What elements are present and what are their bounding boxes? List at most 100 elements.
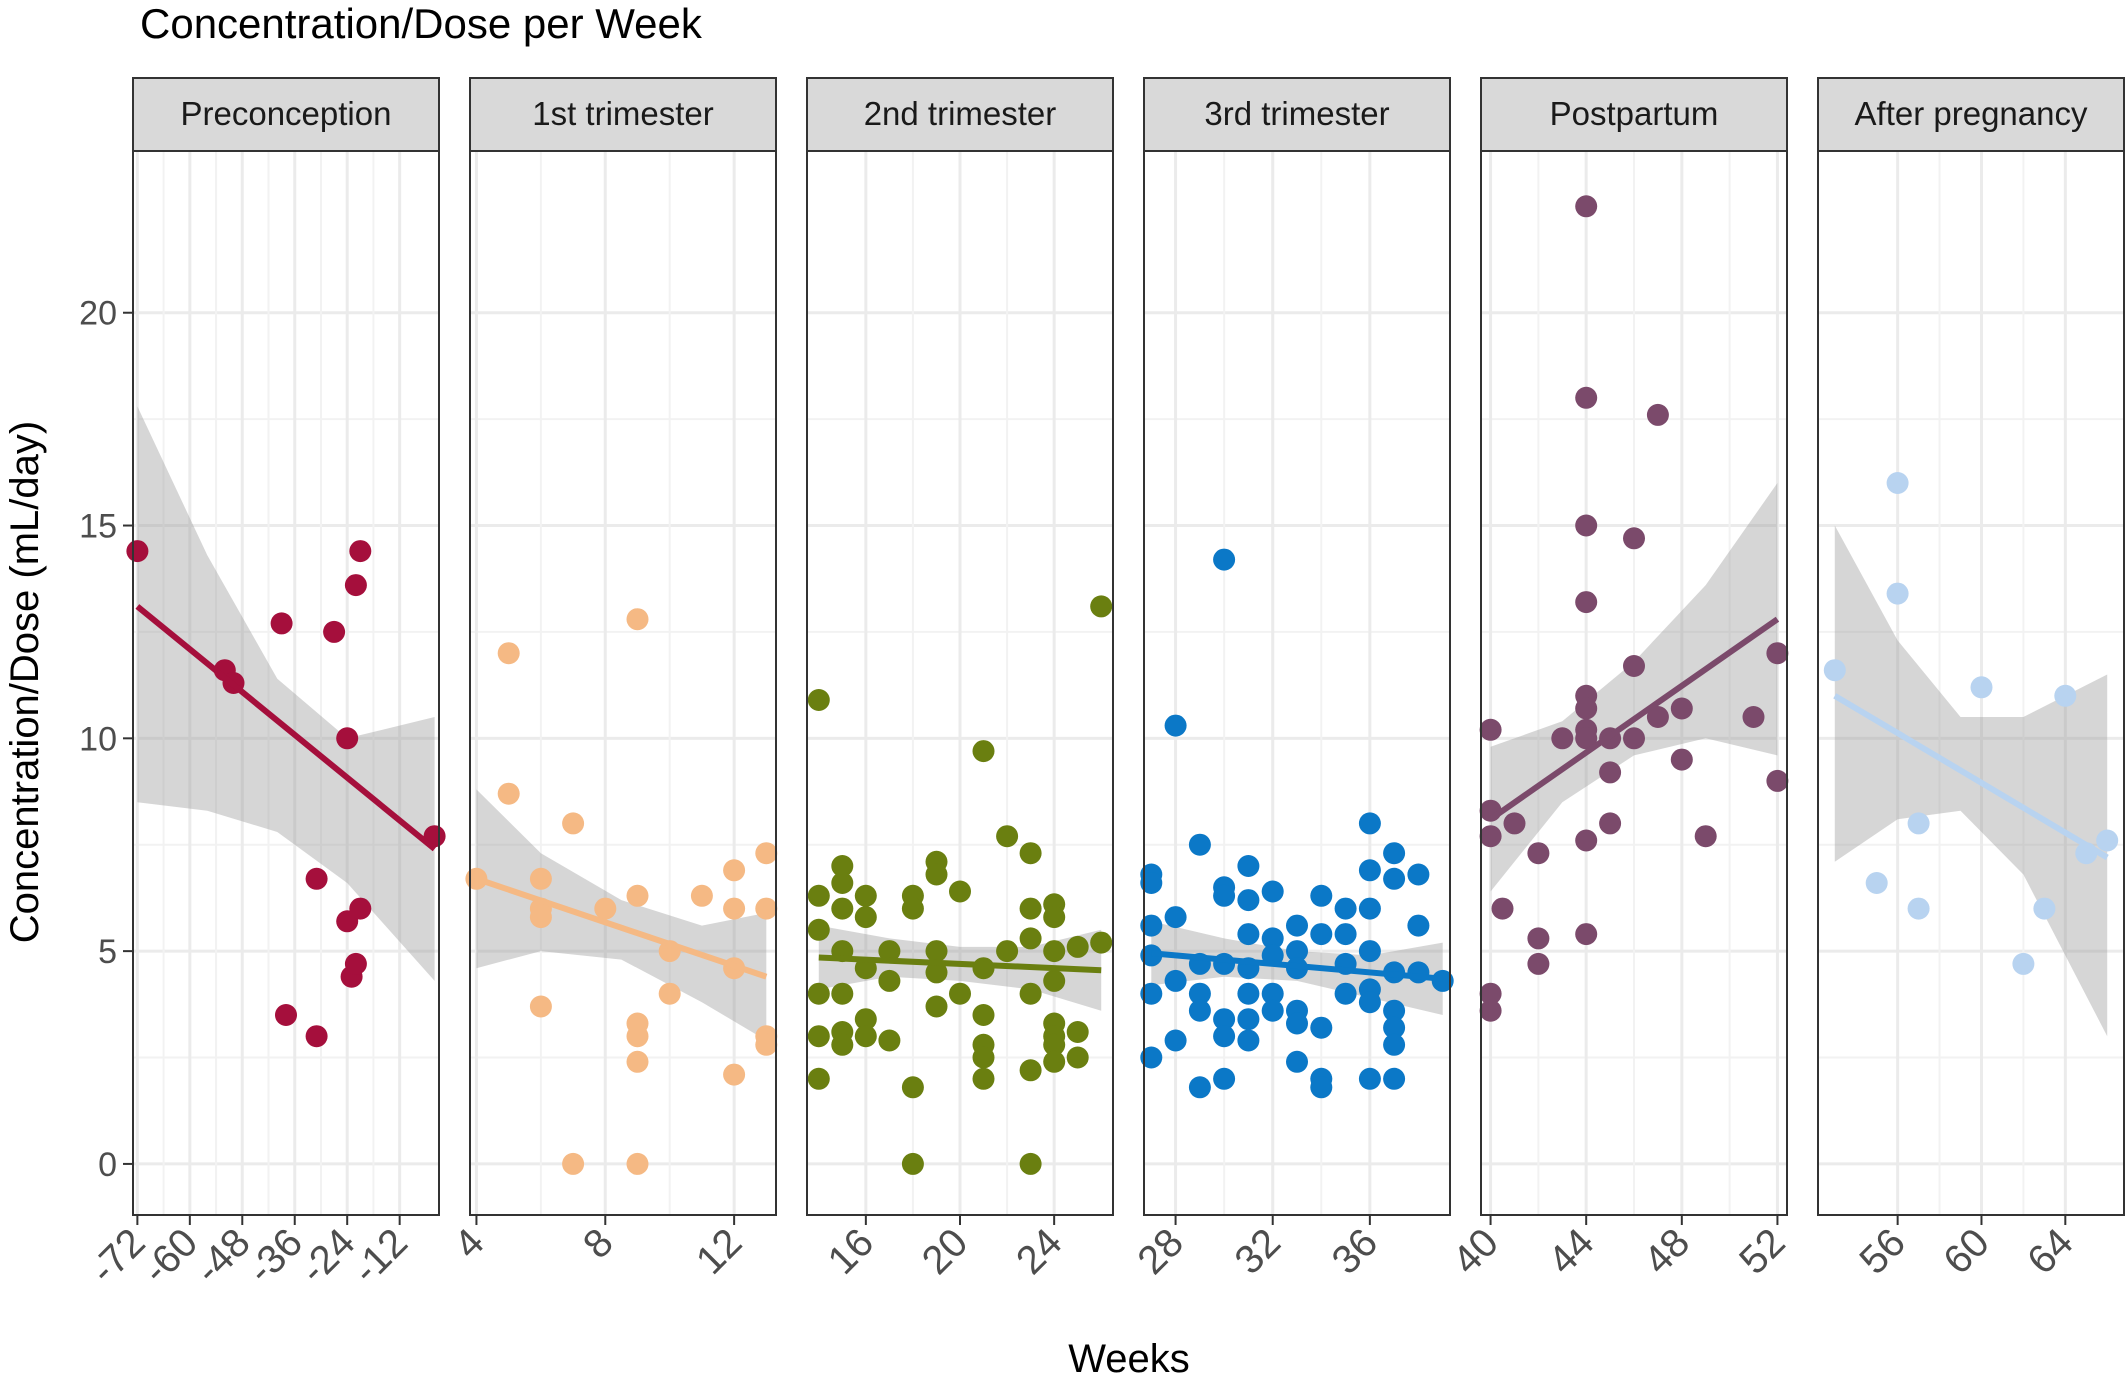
data-point	[1907, 897, 1930, 920]
data-point	[755, 842, 778, 865]
x-tick-label: 60	[1935, 1220, 1998, 1283]
data-point	[626, 608, 649, 631]
x-tick-label: 56	[1851, 1220, 1914, 1283]
data-point	[1140, 982, 1163, 1005]
data-point	[1527, 952, 1550, 975]
data-point	[1865, 872, 1888, 894]
data-point	[1670, 697, 1693, 720]
data-point	[723, 1063, 746, 1086]
data-point	[1140, 1046, 1163, 1069]
facet-strip	[1480, 77, 1788, 152]
data-point	[1188, 833, 1211, 856]
data-point	[1823, 659, 1846, 682]
data-point	[529, 906, 552, 929]
data-point	[529, 867, 552, 890]
data-point	[1066, 935, 1089, 958]
data-point	[2012, 952, 2035, 975]
data-point	[1334, 897, 1357, 920]
data-point	[1090, 595, 1113, 618]
data-point	[1164, 714, 1187, 737]
data-point	[1164, 969, 1187, 992]
data-point	[1188, 982, 1211, 1005]
data-point	[562, 1152, 585, 1175]
y-tick-label: 0	[98, 1146, 117, 1184]
data-point	[305, 867, 328, 890]
data-point	[1310, 1016, 1333, 1039]
data-point	[1066, 1046, 1089, 1069]
data-point	[1358, 859, 1381, 882]
x-tick-label: 64	[2019, 1220, 2082, 1283]
facet-strip-label: Postpartum	[1550, 95, 1719, 132]
data-point	[831, 982, 854, 1005]
facet-panel: Preconception-72-60-48-36-24-12	[82, 77, 446, 1292]
data-point	[1491, 897, 1514, 920]
data-point	[1383, 1033, 1406, 1056]
data-point	[996, 940, 1019, 963]
facet-strip-label: After pregnancy	[1855, 95, 2088, 132]
y-tick-label: 5	[98, 933, 117, 971]
data-point	[1286, 914, 1308, 937]
data-point	[1358, 897, 1381, 920]
data-point	[1066, 1021, 1089, 1043]
data-point	[1575, 829, 1598, 852]
data-point	[497, 782, 520, 805]
data-point	[626, 884, 649, 907]
x-tick-label: -12	[344, 1220, 416, 1292]
data-point	[1237, 855, 1260, 877]
y-tick-label: 20	[79, 295, 117, 333]
x-tick-label: 52	[1731, 1220, 1794, 1283]
data-point	[1670, 748, 1693, 771]
data-point	[1310, 1076, 1333, 1099]
data-point	[1213, 1008, 1236, 1031]
data-point	[1237, 923, 1260, 946]
x-tick-label: 40	[1444, 1220, 1507, 1283]
data-point	[1090, 931, 1113, 954]
data-point	[1694, 825, 1717, 848]
data-point	[1599, 812, 1622, 835]
data-point	[901, 1076, 924, 1099]
data-point	[1019, 897, 1042, 920]
data-point	[949, 880, 971, 903]
data-point	[1310, 884, 1333, 907]
data-point	[305, 1025, 328, 1048]
regression-line	[1833, 693, 2109, 861]
y-axis-label: Concentration/Dose (mL/day)	[3, 421, 47, 943]
x-tick-label: 32	[1226, 1220, 1289, 1283]
data-point	[723, 859, 746, 882]
data-point	[949, 982, 971, 1005]
data-point	[1383, 842, 1406, 865]
data-point	[854, 884, 877, 907]
data-point	[1575, 923, 1598, 946]
data-point	[854, 1008, 877, 1031]
data-point	[901, 897, 924, 920]
data-point	[1527, 927, 1550, 950]
data-point	[1140, 914, 1163, 937]
facet-panel: Postpartum 40 44 48 52	[1444, 77, 1794, 1283]
facet-strip	[469, 77, 777, 152]
data-point	[1527, 842, 1550, 865]
data-point	[831, 872, 854, 894]
facet-panel: 1st trimester 4 8 12	[446, 77, 778, 1283]
data-point	[594, 897, 617, 920]
data-point	[2033, 897, 2056, 920]
data-point	[1164, 1029, 1187, 1052]
data-point	[126, 540, 149, 563]
data-point	[1286, 940, 1308, 963]
data-point	[878, 1029, 901, 1052]
x-tick-label: 8	[575, 1220, 622, 1267]
data-point	[1766, 769, 1789, 792]
data-point	[1623, 727, 1645, 750]
data-point	[831, 897, 854, 920]
data-point	[1623, 655, 1645, 677]
data-point	[1479, 982, 1502, 1005]
data-point	[349, 540, 372, 563]
data-point	[1575, 591, 1598, 614]
data-point	[2096, 829, 2119, 852]
x-tick-label: 24	[1008, 1220, 1071, 1283]
regression-line	[1488, 616, 1780, 822]
confidence-band	[137, 406, 435, 981]
data-point	[497, 642, 520, 665]
data-point	[1407, 863, 1430, 886]
data-point	[1383, 999, 1406, 1022]
